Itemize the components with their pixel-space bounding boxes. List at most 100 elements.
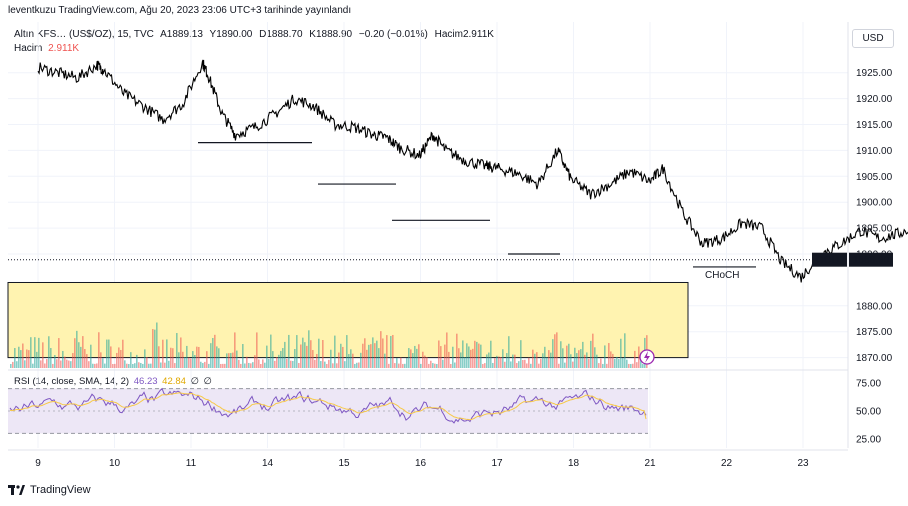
volume-bar [412, 353, 414, 368]
volume-bar [228, 353, 230, 368]
volume-bar [180, 337, 182, 368]
volume-bar [496, 355, 498, 368]
rsi-label[interactable]: RSI (14, close, SMA, 14, 2) [14, 376, 130, 387]
volume-bar [132, 363, 134, 368]
time-tick-10: 23 [797, 458, 809, 469]
volume-bar [214, 334, 216, 368]
volume-bar [18, 346, 20, 368]
volume-bar [36, 351, 38, 368]
volume-bar [478, 343, 480, 368]
symbol-name[interactable]: Altın KFS… (US$/OZ), 15, TVC [14, 29, 154, 40]
volume-bar [262, 359, 264, 368]
lightning-icon[interactable] [639, 349, 655, 365]
volume-bar [272, 351, 274, 368]
volume-bar [336, 363, 338, 368]
volume-bar [392, 334, 394, 368]
volume-bar [548, 350, 550, 368]
volume-bar [162, 339, 164, 368]
open-value: A1889.13 [160, 29, 203, 40]
time-tick-2: 11 [186, 458, 197, 469]
volume-bar [588, 358, 590, 368]
rsi-extra-1: ∅ [190, 376, 199, 387]
volume-bar [334, 335, 336, 368]
volume-bar [546, 357, 548, 368]
volume-bar [50, 348, 52, 368]
volume-bar [344, 361, 346, 368]
volume-bar [276, 357, 278, 368]
volume-bar [406, 357, 408, 368]
volume-bar [242, 344, 244, 368]
volume-bar [502, 349, 504, 368]
volume-bar [222, 363, 224, 368]
volume-bar [364, 338, 366, 368]
volume-bar [54, 355, 56, 368]
volume-bar [568, 343, 570, 368]
volume-bar [142, 363, 144, 368]
volume-bar [390, 336, 392, 368]
volume-bar [538, 363, 540, 368]
volume-bar [312, 350, 314, 368]
volume-bar [224, 363, 226, 368]
volume-bar [518, 361, 520, 368]
volume-bar [160, 362, 162, 368]
volume-bar [506, 353, 508, 368]
volume-bar [174, 363, 176, 368]
volume-bar [104, 363, 106, 368]
volume-bar [202, 363, 204, 368]
volume-bar [414, 345, 416, 368]
volume-bar [620, 338, 622, 368]
tradingview-logo-icon [8, 485, 25, 495]
volume-bar [12, 361, 14, 368]
volume-bar [610, 351, 612, 368]
volume-bar [256, 332, 258, 368]
volume-bar [564, 362, 566, 368]
last-symbol-bg [812, 252, 847, 267]
volume-bar [184, 357, 186, 368]
volume-bar [268, 358, 270, 368]
volume-bar [288, 334, 290, 368]
change-value: −0.20 (−0.01%) [358, 29, 428, 40]
volume-bar [48, 336, 50, 368]
volume-bar [472, 348, 474, 368]
volume-bar [520, 340, 522, 368]
tradingview-logo[interactable]: TradingView [8, 484, 91, 496]
volume-bar [402, 363, 404, 368]
volume-bar [84, 349, 86, 368]
volume-bar [254, 355, 256, 368]
volume-bar [604, 345, 606, 368]
currency-button[interactable]: USD [852, 29, 894, 48]
volume-bar [130, 352, 132, 368]
volume-bar [350, 349, 352, 368]
price-axis[interactable]: 1925.00 1920.00 1915.00 1910.00 1905.00 1900.… [856, 68, 893, 364]
volume-bar [308, 330, 310, 368]
time-tick-7: 18 [568, 458, 580, 469]
volume-bar [606, 363, 608, 368]
volume-bar [218, 348, 220, 368]
volume-bar [368, 344, 370, 368]
rsi-axis[interactable]: 75.00 50.00 25.00 [856, 379, 881, 446]
volume-bar [86, 354, 88, 368]
volume-bar [482, 363, 484, 368]
last-symbol: GOLD [816, 255, 844, 266]
time-axis[interactable]: 9 10 11 14 15 16 17 18 21 22 23 [35, 458, 809, 469]
volume-bar [494, 358, 496, 368]
grid [8, 22, 849, 451]
volume-bar [580, 349, 582, 368]
volume-bar [250, 363, 252, 368]
close-value: K1888.90 [309, 29, 353, 40]
volume-bar [270, 334, 272, 368]
volume-bar [542, 353, 544, 368]
volume-bar [220, 363, 222, 368]
volume-bar [196, 346, 198, 368]
volume-bar [282, 348, 284, 368]
volume-bar [266, 345, 268, 368]
volume-bar [372, 337, 374, 368]
volume-bar [286, 358, 288, 368]
rsi-tick-2: 25.00 [856, 435, 881, 446]
volume-bar [88, 361, 90, 368]
volume-bar [340, 343, 342, 368]
volume-bar [90, 344, 92, 368]
volume-bar [298, 362, 300, 368]
volume-bar [600, 358, 602, 368]
